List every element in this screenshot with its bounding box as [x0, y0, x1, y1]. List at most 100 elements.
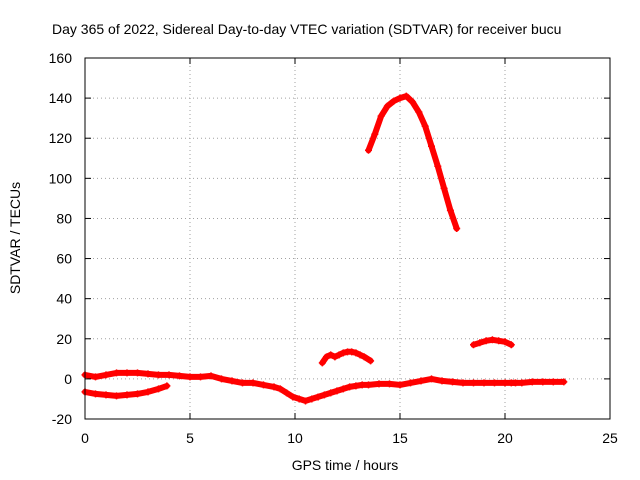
series-peak-arc: [365, 92, 461, 232]
data-point: [186, 373, 194, 381]
data-point: [239, 379, 246, 387]
data-point: [228, 377, 236, 385]
data-point: [92, 390, 99, 398]
data-layer: [81, 92, 568, 405]
data-point: [295, 395, 303, 403]
data-point: [197, 373, 204, 381]
plot-frame: [84, 57, 611, 420]
data-point: [218, 375, 225, 383]
data-point: [358, 381, 366, 389]
data-point: [495, 337, 503, 345]
data-point: [123, 369, 131, 377]
y-tick-label: 60: [56, 251, 72, 267]
data-point: [155, 385, 162, 393]
y-tick-label: 100: [49, 170, 73, 186]
data-point: [409, 98, 417, 106]
data-point: [339, 349, 347, 357]
data-point: [476, 339, 484, 347]
grid: [85, 58, 610, 419]
x-tick-label: 5: [186, 430, 194, 446]
data-point: [507, 341, 515, 349]
ticks: 0 5 10 15 20 25 -20 0 20 40 60 80 100 120 140 160: [49, 50, 618, 446]
data-point: [549, 378, 557, 386]
data-point: [434, 162, 442, 170]
data-point: [482, 337, 490, 345]
data-point: [331, 353, 339, 361]
y-tick-label: 160: [49, 50, 73, 66]
data-point: [335, 351, 343, 359]
data-point: [428, 142, 435, 150]
series-hump-12h: [318, 348, 375, 367]
data-point: [276, 385, 284, 393]
y-tick-label: 40: [56, 291, 72, 307]
data-point: [123, 391, 131, 399]
data-point: [270, 383, 278, 391]
data-point: [449, 378, 456, 386]
data-point: [438, 377, 446, 385]
data-point: [440, 184, 448, 192]
data-point: [352, 349, 360, 357]
data-point: [518, 379, 526, 387]
chart-title: Day 365 of 2022, Sidereal Day-to-day VTE…: [52, 21, 561, 37]
x-tick-label: 10: [287, 430, 303, 446]
data-point: [318, 359, 326, 367]
data-point: [375, 380, 383, 388]
x-tick-label: 15: [392, 430, 408, 446]
y-tick-label: 80: [56, 210, 72, 226]
data-point: [92, 373, 99, 381]
data-point: [402, 92, 410, 100]
x-axis-label: GPS time / hours: [292, 457, 399, 473]
data-point: [383, 102, 391, 110]
data-point: [176, 372, 183, 380]
data-point: [377, 112, 385, 120]
data-point: [415, 108, 423, 116]
data-point: [539, 378, 547, 386]
data-point: [421, 122, 429, 130]
data-point: [327, 389, 335, 397]
data-point: [283, 389, 291, 397]
data-point: [371, 130, 379, 138]
data-point: [320, 391, 328, 399]
data-point: [348, 348, 356, 356]
data-point: [428, 375, 435, 383]
data-point: [260, 381, 267, 389]
x-tick-label: 20: [497, 430, 513, 446]
y-tick-label: -20: [52, 411, 72, 427]
data-point: [134, 369, 141, 377]
data-point: [365, 381, 372, 389]
data-point: [165, 371, 173, 379]
data-point: [507, 379, 515, 387]
data-point: [367, 357, 375, 365]
x-tick-label: 0: [81, 430, 89, 446]
data-point: [289, 393, 297, 401]
data-point: [396, 94, 404, 102]
data-point: [249, 379, 257, 387]
data-point: [390, 97, 398, 105]
data-point: [446, 206, 454, 214]
data-point: [459, 379, 467, 387]
data-point: [333, 387, 341, 395]
data-point: [560, 378, 568, 386]
data-point: [407, 379, 414, 387]
data-point: [470, 379, 477, 387]
data-point: [144, 388, 152, 396]
y-tick-label: 120: [49, 130, 73, 146]
data-point: [102, 371, 110, 379]
data-point: [163, 382, 171, 390]
data-point: [365, 146, 372, 154]
data-point: [453, 224, 461, 232]
data-point: [417, 377, 425, 385]
data-point: [501, 379, 509, 387]
data-point: [346, 383, 354, 391]
series-hump-19h: [470, 336, 515, 349]
data-point: [480, 379, 488, 387]
data-point: [470, 341, 477, 349]
data-point: [386, 380, 393, 388]
data-point: [339, 385, 347, 393]
data-point: [102, 391, 110, 399]
series-late-track: [507, 378, 568, 387]
y-tick-label: 0: [64, 371, 72, 387]
data-point: [396, 381, 404, 389]
